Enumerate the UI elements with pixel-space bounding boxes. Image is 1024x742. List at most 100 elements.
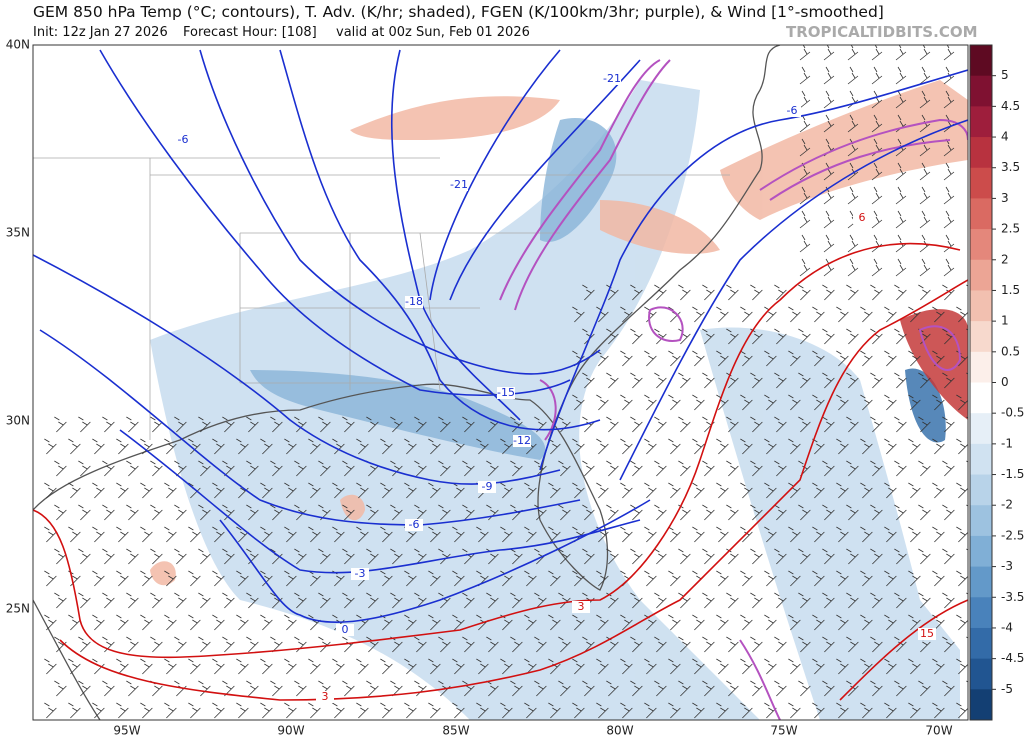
wind-barb bbox=[908, 482, 921, 499]
wind-barb bbox=[308, 658, 321, 675]
contour-labels: -21 -6 -6 -21 6 -18 -15 -12 -9 -6 -3 0 3 15 3 bbox=[174, 72, 936, 703]
wind-barb bbox=[606, 416, 619, 433]
wind-barb bbox=[332, 438, 345, 455]
wind-barb bbox=[500, 438, 513, 455]
colorbar-tick-label: -4 bbox=[1001, 620, 1013, 634]
wind-barb bbox=[380, 658, 393, 675]
wind-barb bbox=[788, 570, 801, 587]
wind-barb bbox=[860, 614, 873, 631]
wind-barb bbox=[860, 526, 873, 543]
wind-barb bbox=[726, 504, 739, 521]
wind-barb bbox=[716, 526, 729, 543]
wind-barb bbox=[860, 306, 873, 323]
colorbar-tick-label: -1.5 bbox=[1001, 467, 1024, 481]
wind-barb bbox=[956, 394, 968, 411]
wind-barb bbox=[678, 636, 691, 653]
wind-barb bbox=[78, 460, 91, 477]
wind-barb bbox=[44, 570, 57, 587]
wind-barb bbox=[596, 482, 609, 499]
wind-barb bbox=[919, 186, 931, 205]
contour-label: 6 bbox=[859, 211, 866, 224]
wind-barb bbox=[726, 636, 739, 653]
wind-barb bbox=[102, 460, 115, 477]
wind-barb bbox=[294, 460, 307, 477]
wind-barb bbox=[644, 702, 657, 719]
wind-barb bbox=[524, 482, 537, 499]
wind-barb bbox=[932, 570, 945, 587]
wind-barb bbox=[774, 592, 787, 609]
wind-barb bbox=[908, 614, 921, 631]
wind-barb bbox=[260, 702, 273, 719]
wind-barb bbox=[836, 482, 849, 499]
wind-barb bbox=[822, 680, 835, 697]
wind-barb bbox=[966, 548, 968, 551]
wind-barb bbox=[318, 636, 331, 653]
wind-barb bbox=[870, 416, 883, 433]
wind-barb bbox=[380, 526, 393, 543]
wind-barb bbox=[860, 438, 873, 455]
wind-barb bbox=[620, 614, 633, 631]
wind-barb bbox=[884, 350, 897, 367]
wind-barb bbox=[486, 504, 499, 521]
wind-barb bbox=[740, 614, 753, 631]
wind-barb bbox=[702, 504, 715, 521]
wind-barb bbox=[799, 138, 811, 157]
wind-barb bbox=[308, 702, 321, 719]
wind-barb bbox=[692, 614, 705, 631]
wind-barb bbox=[799, 66, 811, 85]
wind-barb bbox=[404, 570, 417, 587]
wind-barb bbox=[212, 658, 225, 675]
colorbar-tick-label: 5 bbox=[1001, 68, 1009, 82]
wind-barb bbox=[966, 328, 968, 331]
wind-barb bbox=[870, 548, 883, 565]
wind-barb bbox=[246, 548, 259, 565]
wind-barb bbox=[548, 702, 561, 719]
wind-barb bbox=[836, 526, 849, 543]
wind-barb bbox=[932, 306, 945, 323]
wind-barb bbox=[284, 702, 297, 719]
wind-barb bbox=[174, 504, 187, 521]
wind-barb bbox=[740, 438, 753, 455]
wind-barb bbox=[943, 162, 955, 181]
wind-barb bbox=[812, 482, 825, 499]
wind-barb bbox=[164, 570, 177, 587]
wind-barb bbox=[750, 680, 763, 697]
wind-barb bbox=[678, 416, 691, 433]
wind-barb bbox=[414, 416, 427, 433]
wind-barb bbox=[644, 482, 657, 499]
wind-barb bbox=[68, 702, 81, 719]
wind-barb bbox=[726, 592, 739, 609]
wind-barb bbox=[798, 416, 811, 433]
wind-barb bbox=[942, 416, 955, 433]
wind-barb bbox=[44, 438, 57, 455]
wind-barb bbox=[342, 416, 355, 433]
wind-barb bbox=[918, 284, 931, 301]
colorbar-band bbox=[970, 474, 992, 506]
wind-barb bbox=[78, 416, 91, 433]
wind-barb bbox=[750, 416, 763, 433]
wind-barb bbox=[284, 526, 297, 543]
wind-barb bbox=[620, 394, 633, 411]
contour-label: -18 bbox=[405, 295, 423, 308]
wind-barb bbox=[812, 570, 825, 587]
wind-barb bbox=[908, 350, 921, 367]
wind-barb bbox=[943, 258, 955, 277]
colorbar-band bbox=[970, 413, 992, 445]
wind-barb bbox=[884, 526, 897, 543]
wind-barb bbox=[956, 702, 968, 719]
wind-barb bbox=[150, 416, 163, 433]
wind-barb bbox=[798, 372, 811, 389]
wind-barb bbox=[438, 504, 451, 521]
wind-barb bbox=[174, 416, 187, 433]
wind-barb bbox=[198, 636, 211, 653]
wind-barb bbox=[668, 394, 681, 411]
latitude-label: 25N bbox=[6, 602, 30, 616]
wind-barb bbox=[596, 570, 609, 587]
wind-barb bbox=[116, 570, 129, 587]
wind-barb bbox=[212, 614, 225, 631]
wind-barb bbox=[620, 526, 633, 543]
contour-label: -21 bbox=[603, 72, 621, 85]
wind-barb bbox=[630, 460, 643, 477]
contour-label-bg bbox=[918, 628, 936, 640]
contour-label: -6 bbox=[787, 104, 798, 117]
